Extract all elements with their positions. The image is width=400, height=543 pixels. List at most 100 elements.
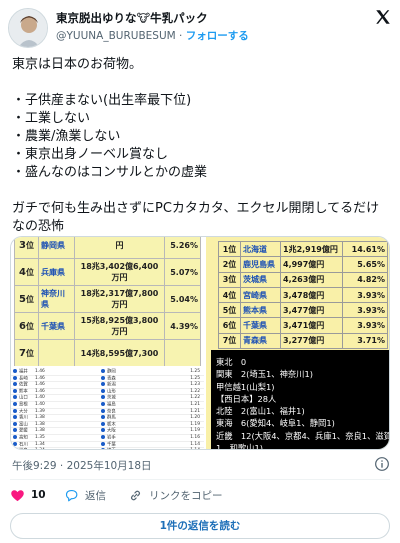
tweet-timestamp[interactable]: 午後9:29 · 2025年10月18日	[12, 460, 152, 472]
rank-dot-icon	[101, 441, 105, 446]
prefecture-cell: 鹿児島県	[240, 256, 281, 273]
rank-number: 6	[19, 320, 26, 332]
like-button[interactable]: 10	[10, 486, 46, 504]
like-count: 10	[31, 489, 46, 501]
list-pref: 石川	[19, 442, 28, 448]
list-value: 1.20	[190, 415, 200, 421]
rank-number: 1	[222, 244, 229, 254]
rank-number: 2	[222, 259, 229, 269]
rank-dot-icon	[13, 382, 17, 387]
list-item: 佐賀 1.46 新潟 1.23	[11, 382, 204, 389]
list-value: 1.22	[190, 395, 200, 401]
tweet-header: 東京脱出ゆりな🐮牛乳パック @YUUNA_BURUBESUM · フォローする	[8, 6, 392, 48]
amount-cell: 3,478億円	[280, 286, 343, 304]
amount-cell: 15兆8,925億3,800万円	[74, 312, 165, 340]
rank-cell: 7位	[14, 339, 39, 367]
list-pref: 大分	[19, 409, 28, 415]
rank-suffix: 位	[228, 259, 237, 269]
rank-dot-icon	[101, 408, 105, 413]
info-icon[interactable]	[374, 456, 390, 472]
list-pref-cell: 佐賀	[13, 382, 28, 389]
rank-cell: 1位	[218, 240, 241, 258]
list-pref: 大阪	[107, 428, 116, 434]
rank-dot-icon	[13, 434, 17, 439]
list-value: 1.35	[35, 434, 45, 440]
amount-cell: 4,997億円	[280, 256, 343, 273]
table-row: 7位 14兆8,595億7,300	[14, 339, 201, 367]
list-value: 1.21	[190, 408, 200, 414]
agri-rank-table: 1位 北海道 1兆2,919億円 14.61% 2位 鹿児島県 4,997億円 5.65% 3位…	[218, 240, 388, 350]
list-pref-cell: 茨城	[101, 395, 116, 402]
rank-suffix: 位	[25, 348, 34, 358]
list-pref-cell: 新潟	[101, 382, 116, 389]
author-display-name[interactable]: 東京脱出ゆりな🐮牛乳パック	[56, 11, 208, 25]
rank-number: 7	[222, 336, 229, 346]
author-handle[interactable]: @YUUNA_BURUBESUM	[56, 30, 176, 42]
list-value: 1.46	[35, 369, 45, 374]
rank-dot-icon	[101, 421, 105, 426]
rank-number: 6	[222, 321, 229, 331]
list-value: 1.23	[190, 382, 200, 388]
media-image-left[interactable]: 3位 静岡県円 5.26% 4位 兵庫県 18兆3,402億6,400万円 5.07% 5位神…	[11, 237, 204, 450]
rank-suffix: 位	[25, 321, 34, 331]
rank-dot-icon	[13, 388, 17, 393]
list-item: 大分 1.39 奈良 1.21	[11, 408, 204, 416]
list-item: 福井 1.46 静岡 1.25	[11, 369, 204, 376]
reply-label: 返信	[85, 489, 106, 502]
list-pref-cell: 岐阜	[13, 448, 28, 450]
table-row: 6位 千葉県 3,471億円 3.93%	[218, 317, 388, 334]
list-pref: 新潟	[107, 382, 116, 388]
avatar[interactable]	[8, 8, 48, 48]
table-row: 1位 北海道 1兆2,919億円 14.61%	[218, 240, 388, 258]
reply-button[interactable]: 返信	[64, 486, 106, 504]
copy-link-button[interactable]: リンクをコピー	[128, 486, 223, 504]
region-line: 北陸 2(富山1、福井1)	[216, 406, 305, 417]
rank-dot-icon	[13, 401, 17, 406]
prefecture-cell	[38, 339, 75, 367]
list-pref-cell: 高知	[13, 434, 28, 442]
list-pref-cell: 山口	[13, 395, 28, 402]
list-value: 1.38	[35, 415, 45, 421]
separator-dot: ·	[179, 30, 183, 42]
rank-dot-icon	[101, 375, 105, 380]
gdp-rank-table: 3位 静岡県円 5.26% 4位 兵庫県 18兆3,402億6,400万円 5.07% 5位神…	[14, 237, 201, 367]
prefecture-cell: 兵庫県	[38, 258, 75, 286]
link-icon	[131, 490, 140, 500]
table-row: 7位 青森県 3,277億円 3.71%	[218, 332, 388, 350]
read-replies-button[interactable]: 1件の返信を読む	[10, 513, 390, 539]
list-pref-cell: 埼玉	[101, 448, 116, 449]
amount-cell: 14兆8,595億7,300	[74, 339, 165, 367]
list-pref: 愛媛	[19, 428, 28, 434]
region-line: 1、和歌山1)	[216, 443, 263, 450]
media-image-right[interactable]: 1位 北海道 1兆2,919億円 14.61% 2位 鹿児島県 4,997億円 5.65% 3位…	[206, 237, 390, 450]
table-row: 3位 茨城県 4,263億円 4.82%	[218, 271, 388, 288]
list-item: 山口 1.40 茨城 1.22	[11, 395, 204, 402]
region-line: 東北 0	[216, 357, 247, 367]
prefecture-cell: 熊本県	[240, 302, 281, 319]
follow-button[interactable]: フォローする	[185, 30, 249, 42]
list-pref: 岐阜	[19, 449, 28, 450]
list-item: 高知 1.35 岩手 1.16	[11, 434, 204, 442]
region-line: 近畿 12(大阪4、京都4、兵庫1、奈良1、滋賀	[216, 430, 390, 441]
list-pref: 茨城	[107, 395, 116, 401]
list-pref-cell: 青森	[101, 375, 116, 383]
amount-cell: 18兆3,402億6,400万円	[74, 258, 165, 286]
rank-suffix: 位	[228, 244, 237, 254]
rank-dot-icon	[13, 415, 17, 420]
tweet-media[interactable]: 3位 静岡県円 5.26% 4位 兵庫県 18兆3,402億6,400万円 5.07% 5位神…	[10, 236, 390, 450]
percent-cell	[164, 339, 201, 367]
x-logo-icon[interactable]	[374, 8, 392, 26]
list-value: 1.19	[190, 421, 200, 427]
rank-number: 7	[19, 347, 26, 359]
list-pref: 千葉	[107, 442, 116, 448]
list-value: 1.14	[190, 441, 200, 447]
list-value: 1.34	[35, 448, 45, 449]
list-pref: 佐賀	[19, 382, 28, 388]
list-pref: 長崎	[19, 376, 28, 382]
prefecture-cell: 青森県	[240, 332, 281, 350]
avatar-image	[9, 9, 47, 47]
list-value: 1.46	[35, 388, 45, 394]
action-bar: 10 返信 リンクをコピー	[10, 486, 390, 504]
rank-suffix: 位	[228, 321, 237, 331]
percent-cell: 5.65%	[342, 256, 388, 273]
